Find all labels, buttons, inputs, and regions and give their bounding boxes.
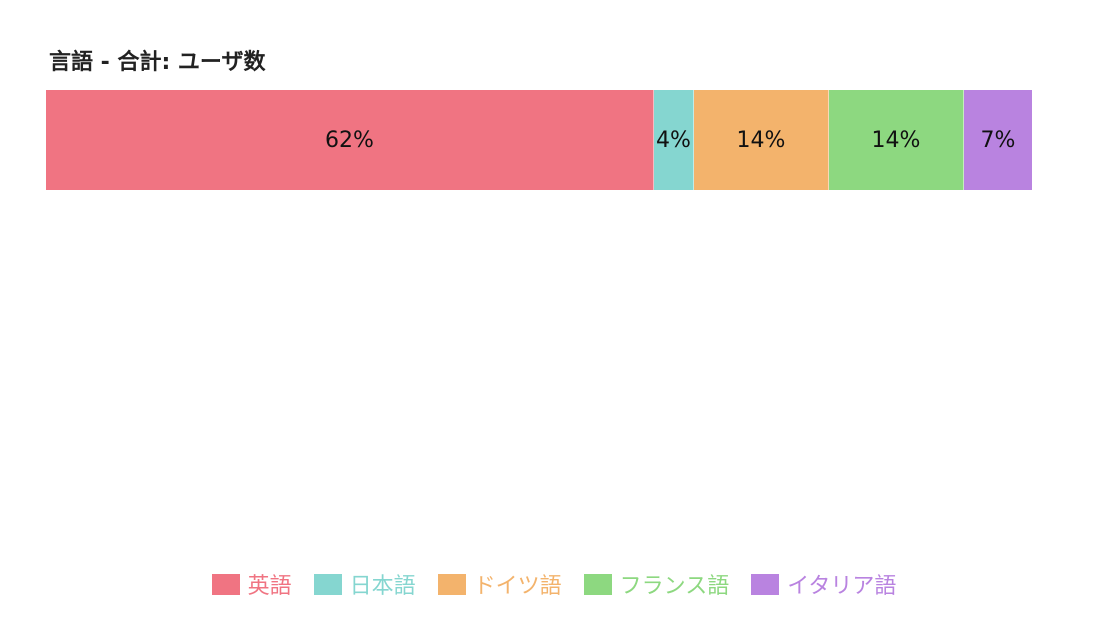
legend-swatch-icon <box>313 573 342 595</box>
bar-segment-english[interactable]: 62% <box>46 90 654 190</box>
segment-label: 4% <box>656 127 691 153</box>
legend-swatch-icon <box>583 573 612 595</box>
legend-label: 英語 <box>247 574 292 599</box>
legend-item-japanese[interactable]: 日本語 <box>313 568 416 600</box>
bar-segment-japanese[interactable]: 4% <box>654 90 694 190</box>
legend-label: 日本語 <box>349 574 416 599</box>
segment-label: 14% <box>736 127 786 153</box>
chart-title: 言語 - 合計: ユーザ数 <box>49 50 266 75</box>
legend-item-german[interactable]: ドイツ語 <box>437 568 562 600</box>
legend-swatch-icon <box>751 573 780 595</box>
bar-segment-french[interactable]: 14% <box>829 90 964 190</box>
segment-label: 62% <box>325 127 374 153</box>
legend-swatch-icon <box>437 573 466 595</box>
legend: 英語 日本語 ドイツ語 フランス語 イタリア語 <box>0 568 1096 600</box>
legend-label: ドイツ語 <box>473 574 562 599</box>
stacked-bar: 62% 4% 14% 14% 7% <box>46 90 1032 190</box>
legend-item-english[interactable]: 英語 <box>211 568 292 600</box>
segment-label: 7% <box>980 127 1016 153</box>
legend-label: イタリア語 <box>787 574 897 599</box>
segment-label: 14% <box>871 127 921 153</box>
legend-swatch-icon <box>211 573 240 595</box>
bar-segment-italian[interactable]: 7% <box>964 90 1032 190</box>
legend-item-french[interactable]: フランス語 <box>583 568 730 600</box>
legend-label: フランス語 <box>619 574 730 599</box>
bar-segment-german[interactable]: 14% <box>694 90 829 190</box>
legend-item-italian[interactable]: イタリア語 <box>751 568 896 600</box>
